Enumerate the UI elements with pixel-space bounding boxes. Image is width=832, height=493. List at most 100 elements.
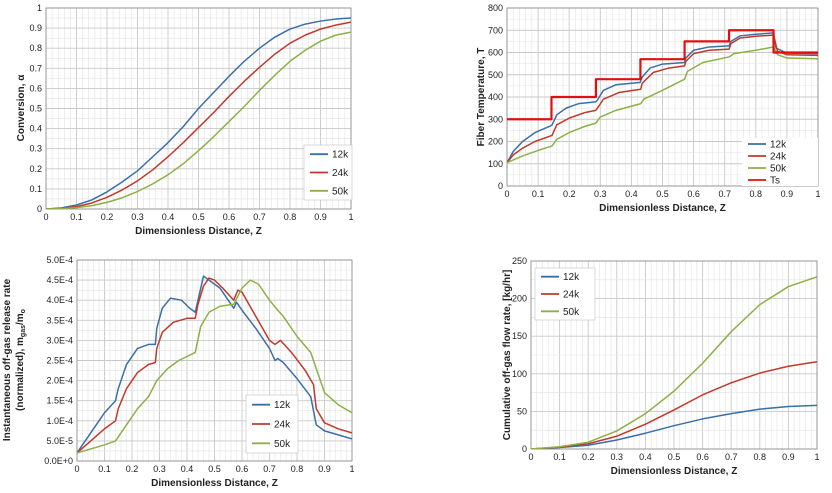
y-tick-label: 150	[512, 331, 527, 341]
plot-frame	[530, 260, 818, 450]
x-tick-label: 0.7	[718, 189, 731, 199]
legend-label-50k: 50k	[563, 307, 580, 318]
x-tick-label: 0.9	[782, 452, 795, 462]
y-axis-label: Cumulative off-gas flow rate, [kg/hr]	[502, 270, 513, 441]
series-line-50k	[507, 46, 818, 164]
series-line-24k	[507, 34, 818, 164]
x-tick-label: 0.1	[98, 464, 111, 474]
x-tick-label: 0.8	[750, 189, 763, 199]
y-tick-label: 100	[512, 369, 527, 379]
series-line-24k	[77, 277, 352, 454]
legend-label-24k: 24k	[770, 152, 787, 163]
x-tick-label: 0.8	[291, 464, 304, 474]
y-tick-label: 0.6	[29, 83, 42, 93]
y-tick-label: 1	[37, 3, 42, 13]
x-tick-label: 0.5	[208, 464, 221, 474]
y-tick-label: 200	[512, 294, 527, 304]
x-tick-label: 0	[504, 189, 509, 199]
y-axis-label-line2: (normalized), mgas/mo	[15, 309, 27, 411]
legend-label-50k: 50k	[332, 186, 349, 197]
y-tick-label: 700	[488, 25, 503, 35]
y-tick-label: 0.0E+0	[44, 456, 73, 466]
y-axis-label-line1: Instantaneous off-gas release rate	[2, 278, 13, 441]
x-tick-label: 0.2	[582, 452, 595, 462]
series-line-Ts	[507, 29, 818, 121]
x-axis-label: Dimensionless Distance, Z	[151, 478, 278, 489]
y-axis-label: Fiber Temperature, T	[476, 48, 487, 147]
y-tick-label: 2.5E-4	[46, 356, 73, 366]
x-tick-label: 0.5	[656, 189, 669, 199]
offgas-release-rate-chart: 0 0.1 0.2 0.3 0.4 0.5 0.6 0.7 0.8 0.9 1 0.0E+0 5.0E-…	[2, 255, 355, 489]
x-tick-label: 0.6	[223, 212, 236, 222]
y-tick-label: 0.9	[29, 23, 42, 33]
x-tick-label: 0.5	[192, 212, 205, 222]
y-tick-label: 0.2	[29, 164, 42, 174]
x-tick-label: 0.5	[668, 452, 681, 462]
x-axis-label: Dimensionless Distance, Z	[611, 466, 738, 477]
x-tick-label: 0.4	[181, 464, 194, 474]
y-tick-label: 250	[512, 256, 527, 266]
legend-box	[742, 138, 818, 186]
legend-label-24k: 24k	[563, 290, 580, 301]
x-tick-label: 0.4	[162, 212, 175, 222]
x-tick-label: 0	[528, 452, 533, 462]
x-tick-label: 0.6	[236, 464, 249, 474]
x-tick-label: 0.6	[696, 452, 709, 462]
y-tick-label: 0.1	[29, 184, 42, 194]
series-line-24k	[531, 361, 817, 449]
x-tick-label: 0.9	[314, 212, 327, 222]
y-tick-label: 0.3	[29, 144, 42, 154]
y-tick-label: 5.0E-4	[46, 255, 73, 265]
legend-label-50k: 50k	[274, 439, 291, 450]
y-tick-label: 0.7	[29, 63, 42, 73]
y-tick-label: 300	[488, 114, 503, 124]
legend-label-12k: 12k	[332, 150, 349, 161]
label-subscript: o	[20, 309, 27, 313]
legend: 12k 24k 50k	[245, 394, 299, 454]
x-tick-label: 0.4	[639, 452, 652, 462]
x-tick-label: 0.1	[70, 212, 83, 222]
x-tick-label: 0.2	[126, 464, 139, 474]
y-tick-label: 200	[488, 137, 503, 147]
series-line-50k	[77, 279, 352, 454]
plot-frame	[506, 7, 819, 187]
y-tick-label: 4.5E-4	[46, 275, 73, 285]
label-text: /m	[15, 313, 26, 325]
legend-label-Ts: Ts	[770, 176, 780, 187]
legend-label-12k: 12k	[770, 140, 787, 151]
x-tick-label: 1	[349, 464, 354, 474]
legend-label-12k: 12k	[274, 400, 291, 411]
series-line-50k	[46, 31, 351, 209]
x-tick-label: 0.2	[101, 212, 114, 222]
y-tick-label: 50	[517, 406, 527, 416]
legend: 12k 24k 50k	[303, 144, 353, 201]
y-tick-label: 3.0E-4	[46, 335, 73, 345]
y-tick-label: 1.5E-4	[46, 396, 73, 406]
y-tick-label: 3.5E-4	[46, 315, 73, 325]
series-line-12k	[46, 17, 351, 209]
y-tick-label: 1.0E-4	[46, 416, 73, 426]
y-tick-label: 0.8	[29, 43, 42, 53]
legend: 12k 24k 50k	[534, 267, 596, 321]
legend-label-24k: 24k	[274, 420, 291, 431]
x-tick-label: 0.7	[263, 464, 276, 474]
x-tick-label: 1	[815, 189, 820, 199]
x-tick-label: 0.8	[284, 212, 297, 222]
series-line-12k	[531, 404, 817, 449]
x-tick-label: 0.7	[253, 212, 266, 222]
x-tick-label: 0.4	[625, 189, 638, 199]
y-tick-label: 0.4	[29, 124, 42, 134]
series-line-50k	[531, 276, 817, 449]
y-tick-label: 500	[488, 70, 503, 80]
series-line-24k	[46, 21, 351, 209]
x-tick-label: 0	[43, 212, 48, 222]
x-tick-label: 0.3	[594, 189, 607, 199]
plot-frame	[76, 259, 353, 462]
y-tick-label: 400	[488, 92, 503, 102]
cumulative-offgas-flow-chart: 0 0.1 0.2 0.3 0.4 0.5 0.6 0.7 0.8 0.9 1 0 50 100 150 20…	[502, 256, 820, 477]
x-tick-label: 0.2	[563, 189, 576, 199]
y-tick-label: 5.0E-5	[46, 436, 73, 446]
x-tick-label: 0.9	[318, 464, 331, 474]
x-axis-label: Dimensionless Distance, Z	[135, 226, 262, 237]
